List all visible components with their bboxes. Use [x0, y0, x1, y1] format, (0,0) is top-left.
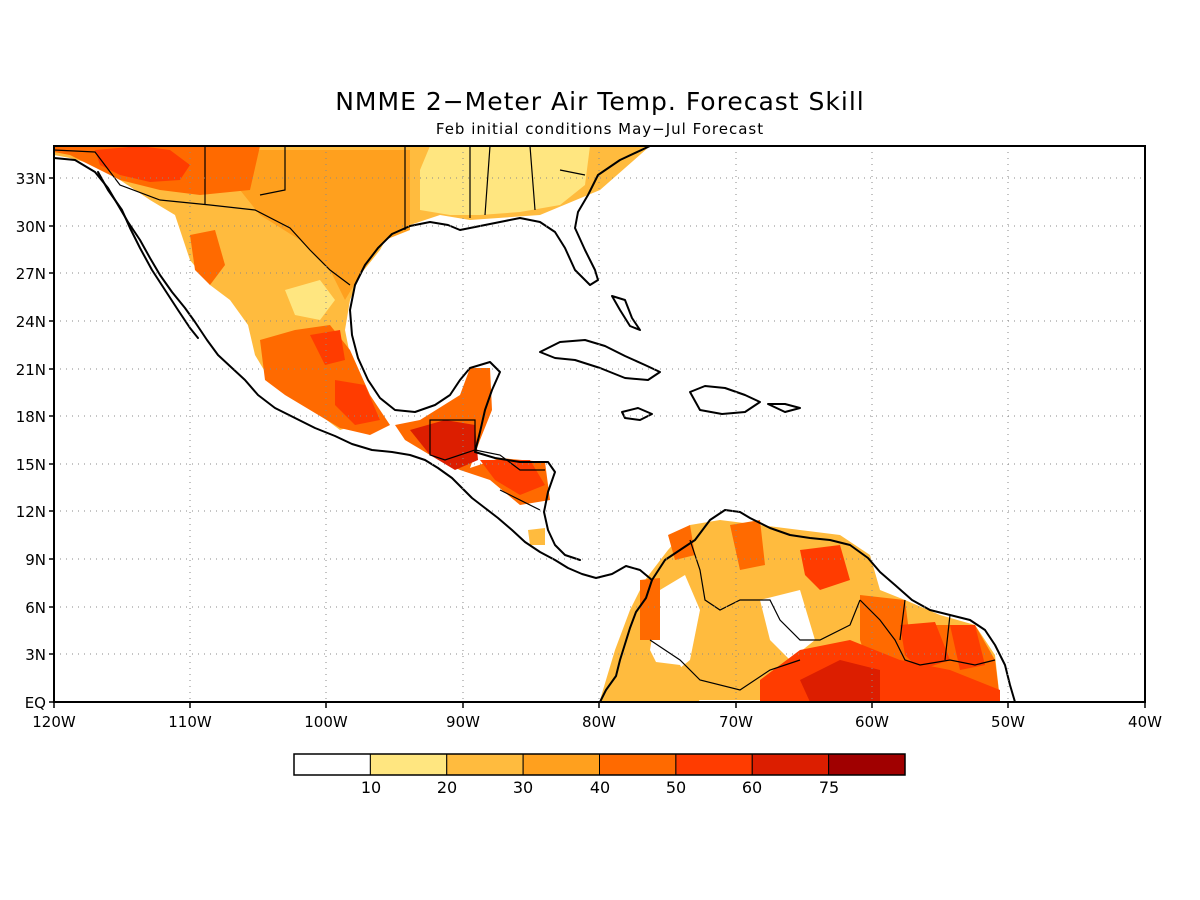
skill-region-guatemala-core	[410, 420, 478, 470]
colorbar-frame	[293, 753, 906, 776]
colorbar-swatch	[675, 753, 753, 776]
skill-region-lower-amazon	[600, 660, 700, 702]
map-subtitle: Feb initial conditions May−Jul Forecast	[436, 120, 764, 138]
skill-region-nw-mexico-core	[95, 146, 190, 182]
colorbar-swatch	[751, 753, 830, 776]
skill-region-southeast-us	[420, 146, 590, 215]
colorbar-label: 40	[590, 778, 610, 797]
lat-tick-label: 12N	[16, 503, 46, 521]
lon-tick-label: 40W	[1128, 713, 1162, 731]
lon-tick-label: 70W	[719, 713, 753, 731]
colorbar-label: 30	[513, 778, 533, 797]
lat-tick-label: 18N	[16, 408, 46, 426]
latitude-axis	[49, 177, 54, 703]
lat-tick-label: 33N	[16, 170, 46, 188]
longitude-labels: 120W 110W 100W 90W 80W 70W 60W 50W 40W	[32, 713, 1162, 731]
map-area	[54, 146, 1145, 702]
political-borders	[54, 146, 996, 691]
lat-tick-label: 6N	[25, 599, 46, 617]
lon-tick-label: 110W	[168, 713, 212, 731]
skill-region-amazon-core	[800, 660, 880, 702]
colorbar: 10 20 30 40 50 60 75	[293, 753, 906, 797]
colorbar-swatch	[599, 753, 677, 776]
skill-region-low-skill-interior	[285, 280, 335, 320]
colorbar-swatch	[369, 753, 448, 776]
colorbar-label: 20	[437, 778, 457, 797]
skill-region-colombia-low	[650, 575, 700, 680]
colorbar-swatch	[522, 753, 601, 776]
skill-region-guianas-core	[900, 622, 985, 670]
lon-tick-label: 100W	[304, 713, 348, 731]
skill-region-northern-coast	[640, 520, 765, 640]
colorbar-label: 60	[742, 778, 762, 797]
lat-tick-label: EQ	[25, 694, 46, 712]
colorbar-label: 10	[361, 778, 381, 797]
lon-tick-label: 120W	[32, 713, 76, 731]
colorbar-swatch	[446, 753, 524, 776]
lon-tick-label: 60W	[855, 713, 889, 731]
latitude-labels: 33N 30N 27N 24N 21N 18N 15N 12N 9N 6N 3N…	[16, 170, 46, 712]
lat-tick-label: 15N	[16, 456, 46, 474]
lat-tick-label: 9N	[25, 551, 46, 569]
skill-region-sierra-madre	[190, 230, 225, 285]
longitude-axis	[53, 702, 1146, 708]
lat-tick-label: 3N	[25, 646, 46, 664]
lat-tick-label: 24N	[16, 313, 46, 331]
lat-tick-label: 21N	[16, 361, 46, 379]
colorbar-swatch	[293, 753, 371, 776]
skill-region-costa-rica	[528, 528, 545, 545]
skill-region-south-mexico-core	[310, 330, 380, 425]
colorbar-swatch	[828, 753, 906, 776]
lon-tick-label: 50W	[991, 713, 1025, 731]
lon-tick-label: 90W	[446, 713, 480, 731]
colorbar-label: 50	[666, 778, 686, 797]
lat-tick-label: 27N	[16, 265, 46, 283]
map-title: NMME 2−Meter Air Temp. Forecast Skill	[335, 87, 865, 116]
skill-shading	[54, 146, 1000, 702]
skill-region-venezuela-east	[800, 545, 850, 590]
lat-tick-label: 30N	[16, 218, 46, 236]
lon-tick-label: 80W	[582, 713, 616, 731]
skill-region-honduras-core	[480, 460, 545, 495]
colorbar-label: 75	[819, 778, 839, 797]
